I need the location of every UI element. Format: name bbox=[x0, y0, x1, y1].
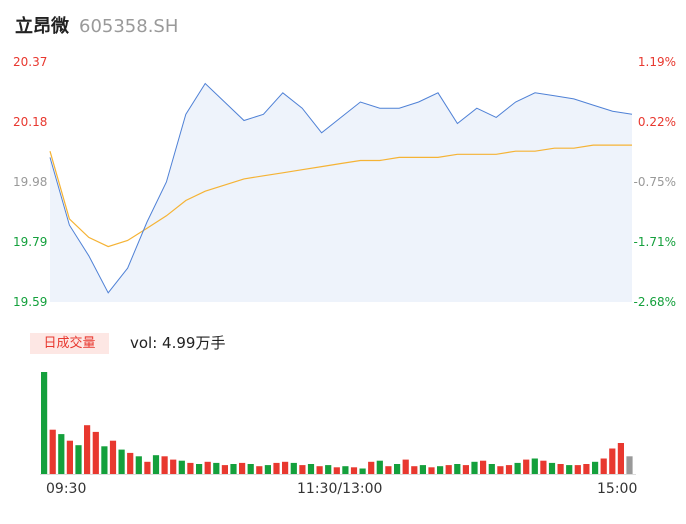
y-left-label: 20.37 bbox=[13, 55, 48, 69]
volume-bar bbox=[548, 462, 556, 474]
volume-bar bbox=[230, 464, 237, 474]
volume-bar bbox=[204, 461, 211, 474]
y-right-label: -0.75% bbox=[633, 175, 676, 189]
volume-bar bbox=[221, 465, 228, 474]
volume-bar bbox=[178, 460, 185, 474]
volume-bar bbox=[626, 456, 633, 474]
volume-bar bbox=[480, 460, 487, 474]
volume-bar bbox=[583, 464, 590, 474]
volume-bar bbox=[428, 467, 435, 474]
y-right-label: -2.68% bbox=[633, 295, 676, 309]
volume-bar bbox=[359, 468, 366, 474]
volume-bar bbox=[471, 461, 478, 474]
price-area bbox=[50, 83, 632, 302]
volume-bar bbox=[127, 452, 134, 474]
volume-bar bbox=[84, 425, 91, 474]
volume-bar bbox=[617, 443, 624, 474]
volume-bar bbox=[75, 445, 82, 474]
volume-bar bbox=[49, 429, 56, 474]
volume-bar bbox=[273, 462, 280, 474]
volume-bar bbox=[454, 464, 461, 474]
volume-bar bbox=[101, 446, 108, 474]
volume-bar bbox=[350, 467, 358, 474]
x-axis-label: 11:30/13:00 bbox=[297, 481, 383, 497]
volume-bar bbox=[316, 466, 323, 474]
volume-bar bbox=[239, 462, 246, 474]
volume-bar bbox=[325, 465, 332, 474]
volume-bar bbox=[170, 459, 177, 474]
volume-bar bbox=[187, 462, 194, 474]
volume-bar bbox=[445, 465, 452, 474]
volume-bar bbox=[161, 456, 168, 474]
volume-bar bbox=[531, 458, 538, 474]
volume-bar bbox=[256, 466, 263, 474]
volume-bar bbox=[196, 464, 203, 474]
volume-bar bbox=[385, 466, 392, 474]
volume-bar bbox=[394, 464, 401, 474]
volume-bar bbox=[505, 465, 513, 474]
volume-bar bbox=[282, 461, 289, 474]
stock-title: 立昂微 605358.SH bbox=[15, 12, 178, 38]
volume-bar bbox=[118, 449, 125, 474]
volume-bar bbox=[376, 460, 383, 474]
volume-bar bbox=[574, 465, 581, 474]
volume-bar bbox=[411, 466, 418, 474]
volume-bar bbox=[592, 461, 599, 474]
volume-bar bbox=[92, 431, 99, 474]
volume-bar bbox=[540, 460, 547, 474]
volume-bar bbox=[557, 464, 564, 474]
y-right-label: 0.22% bbox=[637, 115, 676, 129]
volume-bar bbox=[523, 459, 530, 474]
stock-code: 605358.SH bbox=[79, 16, 179, 37]
volume-bar bbox=[342, 466, 349, 474]
price-line bbox=[49, 82, 633, 294]
x-axis-label: 09:30 bbox=[46, 481, 87, 497]
y-right-label: -1.71% bbox=[633, 235, 676, 249]
average-price-line bbox=[49, 144, 632, 248]
volume-bar bbox=[402, 459, 409, 474]
volume-legend-badge: 日成交量 bbox=[30, 333, 109, 354]
x-axis-label: 15:00 bbox=[597, 481, 638, 497]
volume-bar bbox=[109, 440, 117, 474]
volume-bar bbox=[66, 440, 73, 474]
volume-bar bbox=[514, 462, 521, 474]
volume-bar bbox=[247, 464, 254, 474]
volume-bar bbox=[58, 434, 65, 474]
y-left-label: 19.59 bbox=[13, 295, 48, 309]
volume-bar bbox=[264, 465, 271, 474]
y-left-label: 19.79 bbox=[13, 235, 48, 249]
volume-bar bbox=[462, 465, 469, 474]
y-right-label: 1.19% bbox=[637, 55, 676, 69]
volume-value: vol: 4.99万手 bbox=[130, 334, 226, 352]
y-left-label: 19.98 bbox=[13, 175, 48, 189]
volume-bar bbox=[419, 465, 426, 474]
volume-bar bbox=[41, 372, 48, 474]
volume-bar bbox=[290, 462, 297, 474]
volume-bar bbox=[144, 461, 151, 474]
volume-bar bbox=[368, 461, 375, 474]
volume-bar bbox=[497, 466, 504, 474]
y-left-label: 20.18 bbox=[13, 115, 48, 129]
volume-bar bbox=[152, 455, 160, 474]
volume-bar bbox=[566, 465, 573, 474]
volume-bar bbox=[307, 464, 315, 474]
volume-bar bbox=[609, 448, 616, 474]
volume-bar bbox=[333, 467, 340, 474]
volume-bar bbox=[488, 464, 495, 474]
volume-bar bbox=[600, 458, 607, 474]
volume-bar bbox=[299, 465, 306, 474]
volume-bar bbox=[135, 456, 142, 474]
stock-name: 立昂微 bbox=[15, 16, 69, 37]
volume-bar bbox=[437, 466, 444, 474]
volume-bar bbox=[213, 462, 220, 474]
